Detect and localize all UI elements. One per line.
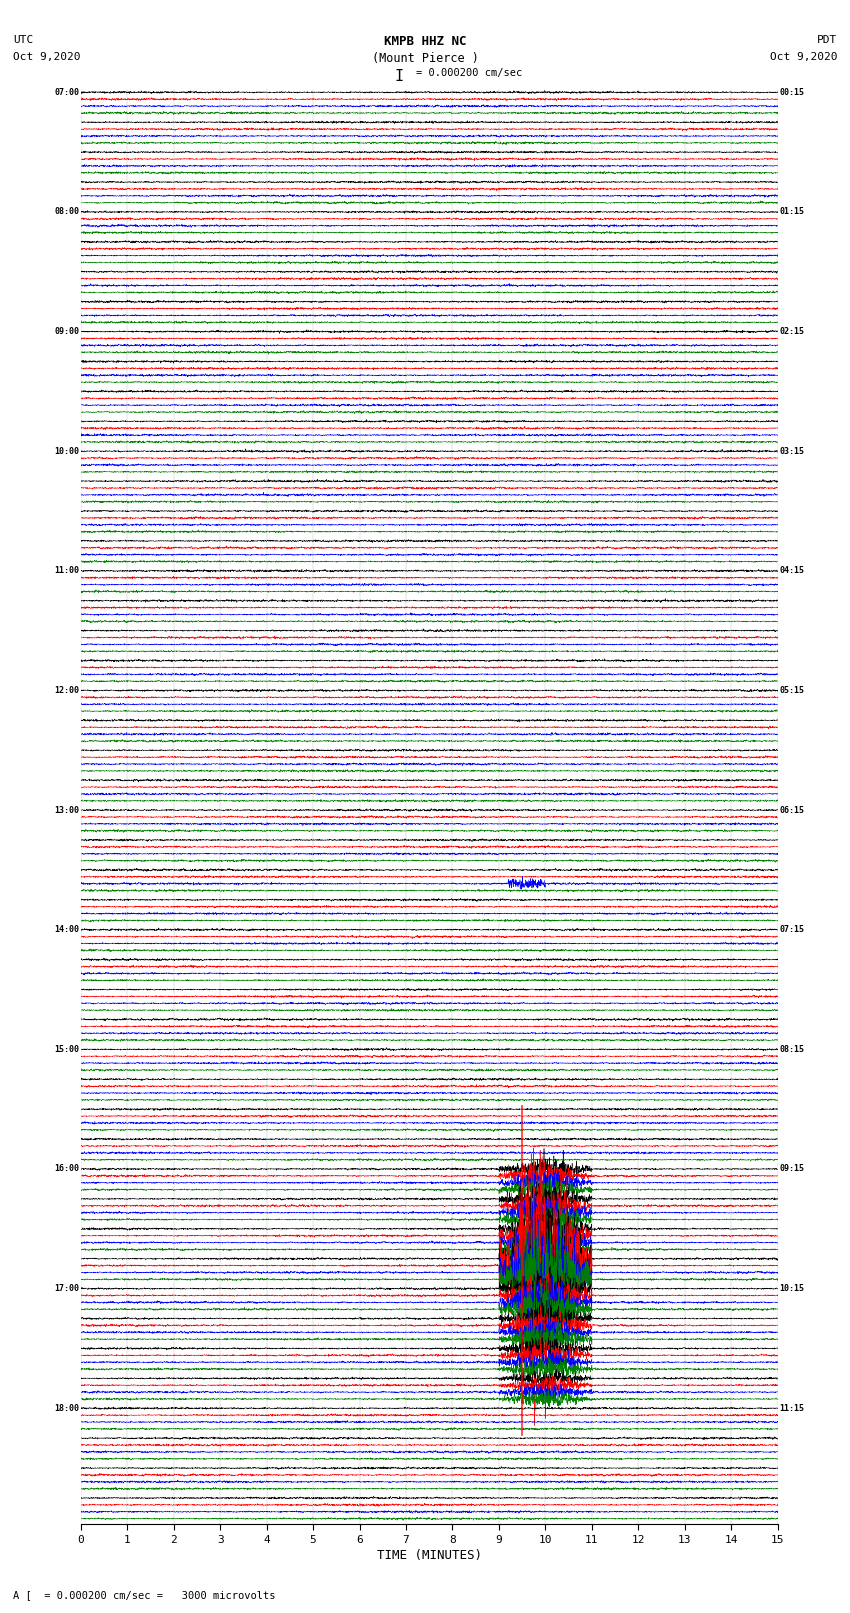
Text: 02:15: 02:15 xyxy=(779,327,804,336)
Text: 09:00: 09:00 xyxy=(54,327,79,336)
Text: 08:00: 08:00 xyxy=(54,208,79,216)
Text: Oct 9,2020: Oct 9,2020 xyxy=(770,52,837,61)
Text: 11:15: 11:15 xyxy=(779,1403,804,1413)
Text: 04:15: 04:15 xyxy=(779,566,804,576)
Text: 06:15: 06:15 xyxy=(779,805,804,815)
Text: 08:15: 08:15 xyxy=(779,1045,804,1053)
Text: A [  = 0.000200 cm/sec =   3000 microvolts: A [ = 0.000200 cm/sec = 3000 microvolts xyxy=(13,1590,275,1600)
Text: 12:00: 12:00 xyxy=(54,686,79,695)
Text: 07:00: 07:00 xyxy=(54,87,79,97)
X-axis label: TIME (MINUTES): TIME (MINUTES) xyxy=(377,1548,482,1561)
Text: 09:15: 09:15 xyxy=(779,1165,804,1174)
Text: 03:15: 03:15 xyxy=(779,447,804,456)
Text: 15:00: 15:00 xyxy=(54,1045,79,1053)
Text: KMPB HHZ NC: KMPB HHZ NC xyxy=(383,35,467,48)
Text: 05:15: 05:15 xyxy=(779,686,804,695)
Text: 11:00: 11:00 xyxy=(54,566,79,576)
Text: 10:00: 10:00 xyxy=(54,447,79,456)
Text: 16:00: 16:00 xyxy=(54,1165,79,1174)
Text: 14:00: 14:00 xyxy=(54,926,79,934)
Text: PDT: PDT xyxy=(817,35,837,45)
Text: 10:15: 10:15 xyxy=(779,1284,804,1294)
Text: (Mount Pierce ): (Mount Pierce ) xyxy=(371,52,479,65)
Text: 00:15: 00:15 xyxy=(779,87,804,97)
Text: I: I xyxy=(395,69,404,84)
Text: Oct 9,2020: Oct 9,2020 xyxy=(13,52,80,61)
Text: 17:00: 17:00 xyxy=(54,1284,79,1294)
Text: 07:15: 07:15 xyxy=(779,926,804,934)
Text: 18:00: 18:00 xyxy=(54,1403,79,1413)
Text: 13:00: 13:00 xyxy=(54,805,79,815)
Text: = 0.000200 cm/sec: = 0.000200 cm/sec xyxy=(416,68,523,77)
Text: 01:15: 01:15 xyxy=(779,208,804,216)
Text: UTC: UTC xyxy=(13,35,33,45)
